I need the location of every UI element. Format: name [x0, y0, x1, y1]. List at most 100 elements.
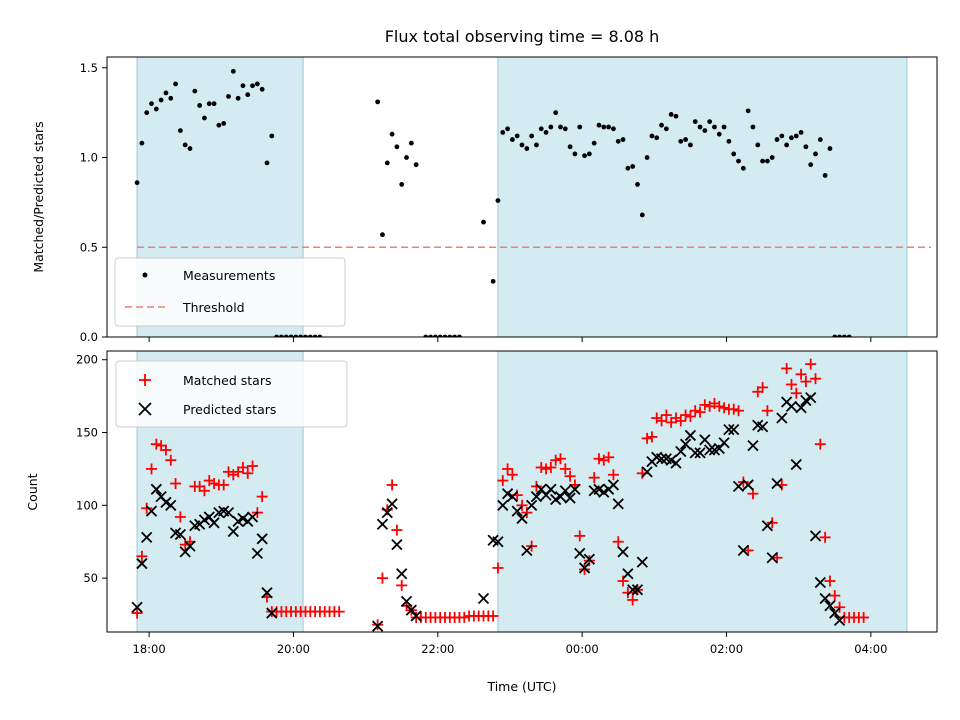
- predicted-star-point: [679, 438, 692, 450]
- matched-star-point: [150, 438, 162, 450]
- matched-star-point: [136, 550, 148, 562]
- y-tick-label: 50: [83, 571, 98, 585]
- measurement-point: [216, 122, 222, 128]
- matched-star-point: [684, 411, 696, 423]
- matched-star-point: [247, 460, 259, 472]
- predicted-star-point: [771, 477, 783, 490]
- predicted-star-point: [150, 483, 162, 495]
- measurement-point: [254, 81, 260, 87]
- measurement-point: [813, 151, 818, 157]
- top-panel-shading: [136, 56, 908, 338]
- y-tick-label: 1.5: [80, 61, 98, 75]
- matched-star-point: [607, 469, 619, 481]
- predicted-star-point: [578, 562, 591, 574]
- measurement-point: [731, 151, 737, 157]
- predicted-star-point: [675, 445, 687, 458]
- measurement-point: [779, 133, 785, 139]
- measurement-point: [668, 112, 674, 117]
- matched-star-point: [733, 405, 745, 417]
- bottom-panel-y-label: Count: [25, 473, 40, 510]
- predicted-star-point: [376, 518, 389, 530]
- measurement-point: [481, 219, 486, 225]
- measurement-point: [235, 95, 241, 101]
- matched-star-point: [535, 461, 547, 473]
- predicted-star-point: [641, 466, 653, 478]
- matched-star-point: [603, 451, 615, 463]
- matched-star-point: [208, 477, 220, 489]
- measurement-point: [562, 126, 568, 132]
- matched-legend-marker: [139, 374, 151, 386]
- measurement-point: [750, 124, 756, 130]
- predicted-star-point: [569, 483, 581, 495]
- measurement-point: [822, 173, 828, 178]
- measurement-point: [659, 122, 664, 128]
- measurement-point: [769, 155, 775, 160]
- measurement-point: [740, 165, 746, 171]
- bottom-panel-frame: [106, 350, 938, 633]
- matched-star-point: [487, 610, 499, 622]
- measurement-point: [721, 124, 727, 130]
- predicted-star-point: [410, 610, 422, 622]
- measurement-point: [394, 144, 400, 150]
- measurement-point: [312, 334, 318, 337]
- matched-star-point: [593, 453, 605, 465]
- measurement-point: [707, 119, 713, 125]
- matched-star-point: [198, 485, 210, 497]
- measurement-point: [264, 160, 270, 166]
- measurement-point: [630, 164, 636, 169]
- predicted-star-point: [583, 553, 595, 565]
- matched-star-point: [627, 594, 639, 606]
- measurement-point: [553, 110, 559, 116]
- matched-star-point: [728, 403, 740, 415]
- measurement-point: [134, 180, 140, 186]
- measurement-point: [514, 133, 520, 139]
- matched-star-point: [502, 463, 514, 475]
- measurement-point: [615, 138, 621, 144]
- measurement-point: [509, 137, 515, 142]
- measurement-point: [447, 334, 453, 337]
- matched-star-point: [858, 611, 870, 623]
- measurement-point: [846, 334, 852, 337]
- predicted-star-point: [506, 490, 519, 503]
- top-panel-y-label: Matched/Predicted stars: [31, 121, 46, 272]
- measurement-point: [259, 86, 265, 92]
- measurement-point: [158, 97, 164, 103]
- measurement-point: [404, 155, 409, 160]
- matched-star-point: [141, 502, 153, 514]
- matched-star-point: [333, 606, 345, 618]
- bottom-panel-x-axis: 18:00 20:00 22:00 00:00 02:00 04:00: [133, 632, 887, 656]
- predicted-star-point: [805, 391, 817, 404]
- measurement-point: [784, 142, 790, 148]
- matched-star-point: [376, 572, 388, 584]
- measurement-point: [307, 334, 313, 337]
- predicted-star-point: [386, 498, 398, 510]
- predicted-star-point: [492, 536, 504, 548]
- predicted-star-point: [266, 607, 278, 619]
- matched-star-point: [641, 432, 653, 444]
- measurement-point: [298, 334, 304, 337]
- top-panel-y-axis: 0.0 0.5 1.0 1.5: [80, 61, 107, 344]
- predicted-star-point: [227, 525, 239, 538]
- measurement-point: [202, 115, 207, 121]
- measurement-point: [211, 101, 217, 107]
- measurement-point: [673, 113, 679, 119]
- predicted-star-point: [785, 400, 798, 412]
- matched-star-point: [718, 402, 730, 414]
- measurement-point: [519, 142, 525, 148]
- predicted-star-point: [574, 547, 586, 560]
- predicted-star-point: [165, 499, 177, 511]
- measurement-point: [149, 101, 154, 107]
- measurement-point: [163, 90, 169, 96]
- measurement-point: [173, 81, 178, 87]
- predicted-star-point: [747, 440, 759, 452]
- measurement-point: [586, 151, 592, 157]
- measurement-point: [413, 162, 419, 168]
- predicted-star-point: [631, 584, 644, 596]
- predicted-star-point: [742, 479, 754, 491]
- measurement-point: [697, 124, 703, 130]
- measurement-point: [495, 198, 501, 203]
- matched-star-point: [824, 575, 836, 587]
- matched-star-point: [694, 406, 706, 418]
- predicted-star-point: [607, 479, 620, 491]
- predicted-star-point: [723, 423, 735, 436]
